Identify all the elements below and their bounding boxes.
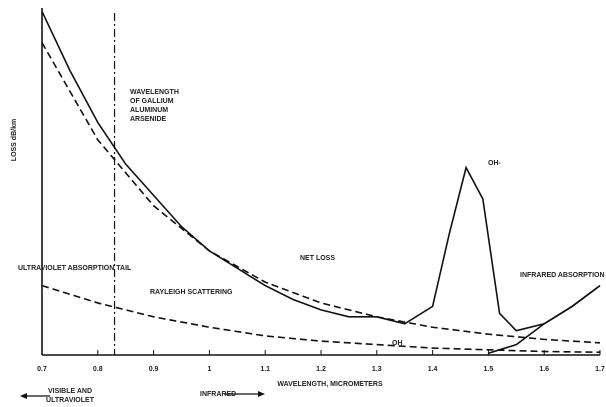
x-tick-label: 0.9 bbox=[149, 366, 159, 373]
series-label: ULTRAVIOLET ABSORPTION TAIL bbox=[18, 265, 132, 272]
x-tick-label: 1.2 bbox=[316, 366, 326, 373]
series-line bbox=[41, 11, 601, 332]
arrowhead bbox=[258, 391, 265, 397]
x-axis-label: WAVELENGTH, MICROMETERS bbox=[277, 381, 383, 388]
annotation: OH bbox=[392, 340, 403, 347]
annotation: VISIBLE AND bbox=[48, 388, 92, 395]
annotation: ULTRAVIOLET bbox=[46, 397, 95, 404]
x-tick-label: 0.8 bbox=[93, 366, 103, 373]
annotation: OH- bbox=[488, 160, 502, 167]
annotation: ALUMINUM bbox=[130, 107, 168, 114]
series-label: NET LOSS bbox=[300, 255, 335, 262]
annotation: INFRARED bbox=[200, 391, 236, 398]
annotation: OF GALLIUM bbox=[130, 98, 174, 105]
x-tick-label: 1.4 bbox=[428, 366, 438, 373]
series-line bbox=[488, 284, 601, 355]
x-tick-label: 1.6 bbox=[539, 366, 549, 373]
series-line bbox=[41, 284, 601, 354]
annotation: WAVELENGTH bbox=[130, 89, 179, 96]
series-label: RAYLEIGH SCATTERING bbox=[150, 289, 233, 296]
y-axis-label: LOSS dB/km bbox=[11, 119, 18, 161]
series-label: INFRARED ABSORPTION TAIL bbox=[520, 272, 606, 279]
x-tick-label: 1 bbox=[207, 366, 211, 373]
annotation: ARSENIDE bbox=[130, 116, 167, 123]
x-tick-label: 1.7 bbox=[595, 366, 605, 373]
x-tick-label: 1.5 bbox=[484, 366, 494, 373]
x-tick-label: 0.7 bbox=[37, 366, 47, 373]
arrowhead bbox=[20, 393, 27, 399]
series-line bbox=[41, 42, 601, 344]
x-tick-label: 1.3 bbox=[372, 366, 382, 373]
x-tick-label: 1.1 bbox=[260, 366, 270, 373]
